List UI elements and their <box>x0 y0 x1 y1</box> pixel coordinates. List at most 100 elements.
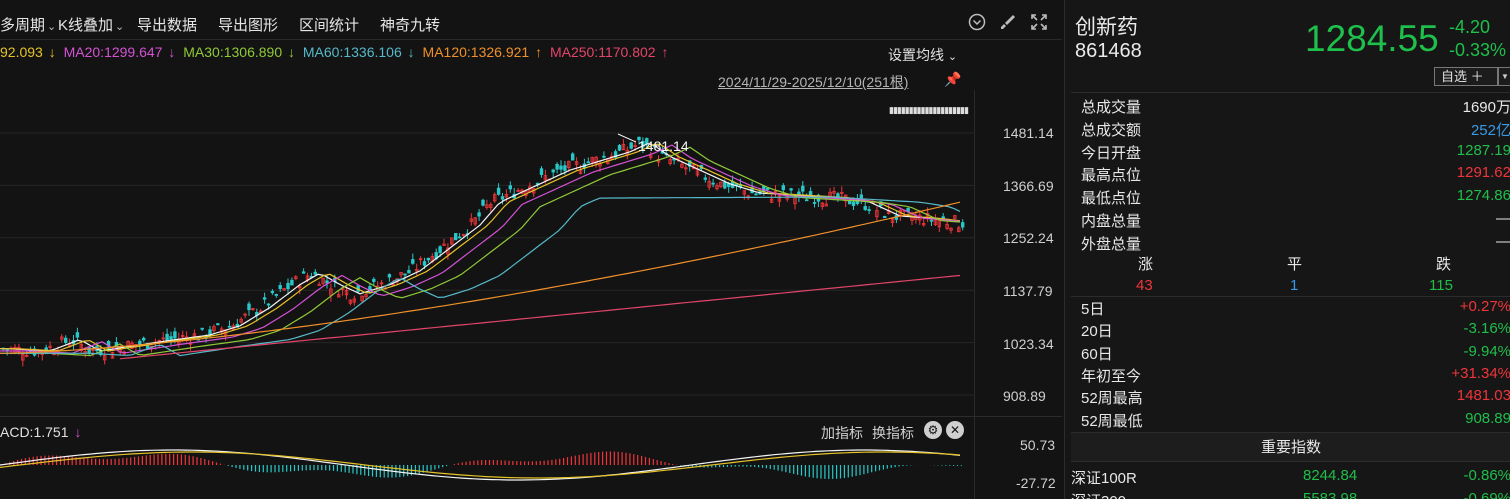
ma-item: 92.093 ↓ <box>0 44 56 60</box>
stat-row: 总成交量 1690万 <box>1081 96 1510 118</box>
fullscreen-icon[interactable] <box>1030 13 1048 31</box>
candle-body <box>450 237 454 245</box>
ma-item: MA60:1336.106 ↓ <box>302 44 415 60</box>
candle-body <box>805 199 809 202</box>
candle-body <box>87 346 91 354</box>
candle-body <box>649 155 653 159</box>
chevron-down-icon[interactable]: ▼ <box>1498 67 1510 86</box>
stat-value: 252亿 <box>1470 121 1510 139</box>
candle-body <box>294 276 298 280</box>
candle-body <box>282 288 286 291</box>
macd-tick: 50.73 <box>1020 437 1056 453</box>
candle-body <box>953 215 957 219</box>
range-stats-button[interactable]: 区间统计 <box>299 17 360 34</box>
candle-body <box>251 308 255 311</box>
perf-row: 52周最高 1481.03 <box>1081 387 1510 409</box>
candle-body <box>313 271 317 275</box>
perf-value: -3.16% <box>1463 320 1510 338</box>
candle-body <box>481 199 485 206</box>
index-row[interactable]: 深证300 5583.98 -0.69% <box>1071 490 1510 499</box>
price-change: -4.20 <box>1449 17 1491 37</box>
export-chart-button[interactable]: 导出图形 <box>218 17 279 34</box>
perf-row: 20日 -3.16% <box>1081 320 1510 342</box>
macd-chart[interactable] <box>0 440 974 499</box>
candle-body <box>500 196 505 200</box>
export-data-button[interactable]: 导出数据 <box>137 17 198 34</box>
candle-body <box>637 136 641 141</box>
chevron-circle-icon[interactable] <box>968 13 986 31</box>
chevron-down-icon: ⌄ <box>115 21 125 33</box>
axis-divider <box>974 90 975 499</box>
perf-row: 年初至今 +31.34% <box>1081 365 1510 387</box>
candle-body <box>485 204 489 208</box>
perf-value: -9.94% <box>1463 342 1510 360</box>
add-indicator-button[interactable]: 加指标 <box>821 425 863 441</box>
candle-body <box>286 282 290 290</box>
ma60-line <box>0 196 961 357</box>
candle-body <box>567 160 571 169</box>
ma-item: MA30:1306.890 ↓ <box>183 44 295 60</box>
index-row[interactable]: 深证100R 8244.84 -0.86% <box>1071 467 1510 489</box>
multi-period-menu[interactable]: 多周期 ⌄ <box>0 14 56 35</box>
perf-label: 52周最高 <box>1081 390 1143 408</box>
candle-body <box>516 189 520 192</box>
perf-value: 908.89 <box>1465 409 1510 427</box>
stat-row: 外盘总量 — <box>1081 233 1510 255</box>
magic-nine-button[interactable]: 神奇九转 <box>380 17 441 34</box>
kline-chart-panel: 多周期 ⌄ K线叠加 ⌄ 导出数据 导出图形 区间统计 神奇九转 92.093 ↓ … <box>0 0 1062 499</box>
brush-icon[interactable] <box>999 13 1017 31</box>
switch-indicator-button[interactable]: 换指标 <box>872 425 914 441</box>
candle-body <box>680 163 684 168</box>
candle-body <box>535 182 540 185</box>
candle-body <box>922 223 926 226</box>
candle-body <box>890 218 895 224</box>
candle-body <box>812 202 817 204</box>
divider <box>1071 296 1510 297</box>
chart-toolbar: 多周期 ⌄ K线叠加 ⌄ 导出数据 导出图形 区间统计 神奇九转 <box>0 0 1062 40</box>
gear-icon[interactable]: ⚙ <box>924 421 942 439</box>
candlestick-chart[interactable]: 1481.14 <box>0 90 974 416</box>
high-marker-arrow <box>617 133 637 143</box>
last-price: 1284.55 <box>1305 18 1439 59</box>
candle-body <box>688 160 692 167</box>
candle-body <box>766 187 770 190</box>
candle-body <box>883 215 887 219</box>
ma-settings-button[interactable]: 设置均线 ⌄ <box>888 47 958 63</box>
stat-label: 外盘总量 <box>1081 235 1142 253</box>
candle-body <box>961 222 965 228</box>
candle-body <box>352 298 356 303</box>
candle-body <box>590 157 594 163</box>
candle-body <box>789 188 793 191</box>
stat-label: 总成交量 <box>1081 99 1142 116</box>
signal-strip: ▮▮▮▮▮▮▮▮▮▮▮▮▮▮▮▮▮▮▮▮ <box>889 105 969 115</box>
candle-body <box>840 192 844 194</box>
ma20-line <box>0 144 961 354</box>
date-range-label[interactable]: 2024/11/29-2025/12/10(251根) <box>718 74 909 90</box>
candle-body <box>274 294 278 296</box>
kline-overlay-menu[interactable]: K线叠加 ⌄ <box>58 14 124 35</box>
candle-body <box>200 327 204 330</box>
candle-body <box>411 259 415 264</box>
candle-body <box>266 303 271 306</box>
candle-body <box>372 278 376 282</box>
candle-body <box>875 210 879 218</box>
perf-row: 5日 +0.27% <box>1081 298 1510 320</box>
candle-body <box>169 336 173 340</box>
y-tick: 908.89 <box>1003 388 1046 404</box>
candle-body <box>769 198 774 203</box>
index-section-header: 重要指数 <box>1071 432 1510 462</box>
close-icon[interactable]: ✕ <box>946 421 964 439</box>
candle-body <box>559 165 563 170</box>
candle-body <box>668 159 672 165</box>
add-watchlist-button[interactable]: 自选 ＋ <box>1434 67 1498 86</box>
pin-icon[interactable]: 📌 <box>944 71 962 87</box>
candle-body <box>773 190 778 193</box>
candle-body <box>138 340 142 345</box>
candle-body <box>216 323 220 326</box>
candle-body <box>820 202 824 207</box>
flat-count: 1 <box>1290 277 1299 294</box>
candle-body <box>504 194 509 198</box>
candle-body <box>832 191 836 194</box>
index-price: 8244.84 <box>1303 467 1358 484</box>
macd-label: ACD:1.751 ↓ <box>0 424 82 440</box>
